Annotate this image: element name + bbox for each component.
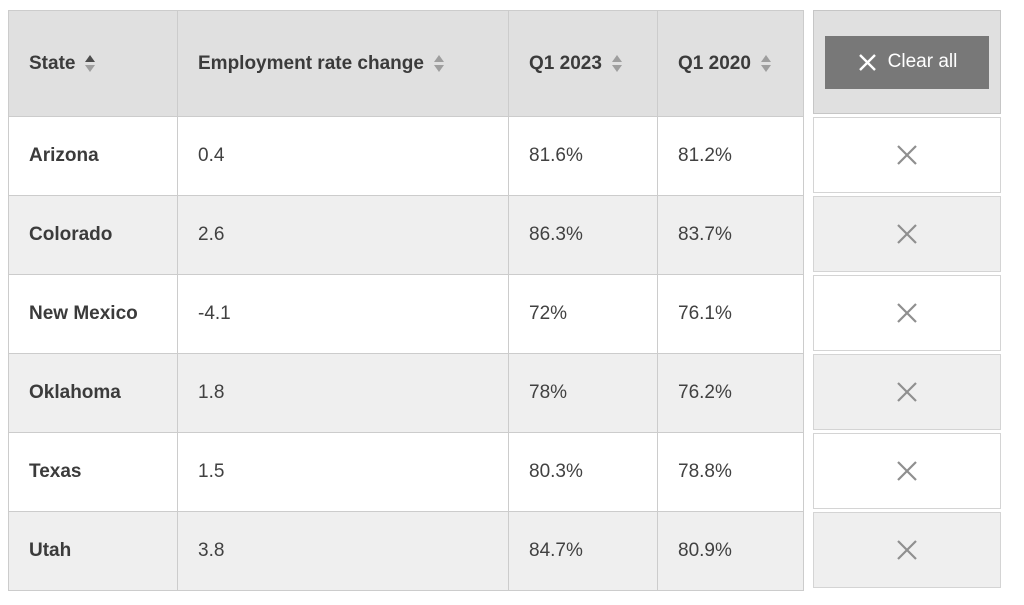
row-actions-column: Clear all (813, 10, 1001, 588)
x-icon (897, 540, 917, 560)
sort-descending-icon[interactable] (611, 65, 622, 72)
cell-employment-rate-change: 2.6 (177, 195, 509, 275)
column-header-q1-2020[interactable]: Q1 2020 (657, 10, 804, 117)
cell-q1-2020: 80.9% (657, 511, 804, 591)
cell-employment-rate-change: 1.5 (177, 432, 509, 512)
cell-q1-2020: 76.1% (657, 274, 804, 354)
cell-employment-rate-change: -4.1 (177, 274, 509, 354)
column-header-label: Q1 2023 (529, 52, 602, 74)
cell-state: Arizona (8, 116, 178, 196)
x-icon (897, 145, 917, 165)
sort-descending-icon[interactable] (433, 65, 444, 72)
cell-q1-2020: 78.8% (657, 432, 804, 512)
sort-control[interactable] (611, 55, 622, 72)
row-delete-button[interactable] (813, 275, 1001, 351)
sort-ascending-icon[interactable] (760, 55, 771, 62)
sort-descending-icon[interactable] (85, 65, 96, 72)
x-icon (897, 224, 917, 244)
sort-control[interactable] (85, 55, 96, 72)
cell-state: Utah (8, 511, 178, 591)
clear-all-label: Clear all (887, 51, 958, 72)
sort-descending-icon[interactable] (760, 65, 771, 72)
column-header-state[interactable]: State (8, 10, 178, 117)
sort-ascending-icon[interactable] (611, 55, 622, 62)
cell-q1-2023: 72% (508, 274, 658, 354)
cell-employment-rate-change: 3.8 (177, 511, 509, 591)
x-icon (897, 303, 917, 323)
table-body: Arizona 0.4 81.6% 81.2% Colorado 2.6 86.… (8, 116, 804, 591)
x-icon (858, 53, 876, 71)
cell-state: Texas (8, 432, 178, 512)
table-row: New Mexico -4.1 72% 76.1% (8, 274, 804, 354)
row-delete-button[interactable] (813, 196, 1001, 272)
column-header-q1-2023[interactable]: Q1 2023 (508, 10, 658, 117)
sort-ascending-icon[interactable] (85, 55, 96, 62)
cell-q1-2020: 81.2% (657, 116, 804, 196)
sort-control[interactable] (433, 55, 444, 72)
table-row: Arizona 0.4 81.6% 81.2% (8, 116, 804, 196)
column-header-label: Employment rate change (198, 52, 424, 74)
sort-control[interactable] (760, 55, 771, 72)
cell-state: New Mexico (8, 274, 178, 354)
x-icon (897, 382, 917, 402)
cell-q1-2020: 83.7% (657, 195, 804, 275)
cell-state: Oklahoma (8, 353, 178, 433)
cell-q1-2023: 78% (508, 353, 658, 433)
column-header-employment-rate-change[interactable]: Employment rate change (177, 10, 509, 117)
column-header-label: State (29, 52, 76, 74)
actions-header-cell: Clear all (813, 10, 1001, 114)
cell-employment-rate-change: 0.4 (177, 116, 509, 196)
cell-employment-rate-change: 1.8 (177, 353, 509, 433)
states-employment-table: State Employment rate change (8, 10, 804, 591)
cell-q1-2023: 84.7% (508, 511, 658, 591)
header-row: State Employment rate change (8, 10, 804, 117)
clear-all-button[interactable]: Clear all (825, 35, 989, 89)
row-delete-button[interactable] (813, 433, 1001, 509)
cell-q1-2023: 80.3% (508, 432, 658, 512)
table-row: Utah 3.8 84.7% 80.9% (8, 511, 804, 591)
sortable-table: State Employment rate change (8, 10, 1024, 591)
column-header-label: Q1 2020 (678, 52, 751, 74)
table-row: Oklahoma 1.8 78% 76.2% (8, 353, 804, 433)
row-delete-button[interactable] (813, 354, 1001, 430)
x-icon (897, 461, 917, 481)
sort-ascending-icon[interactable] (433, 55, 444, 62)
row-delete-button[interactable] (813, 117, 1001, 193)
row-delete-button[interactable] (813, 512, 1001, 588)
cell-q1-2023: 86.3% (508, 195, 658, 275)
cell-state: Colorado (8, 195, 178, 275)
table-row: Colorado 2.6 86.3% 83.7% (8, 195, 804, 275)
cell-q1-2020: 76.2% (657, 353, 804, 433)
table-row: Texas 1.5 80.3% 78.8% (8, 432, 804, 512)
cell-q1-2023: 81.6% (508, 116, 658, 196)
